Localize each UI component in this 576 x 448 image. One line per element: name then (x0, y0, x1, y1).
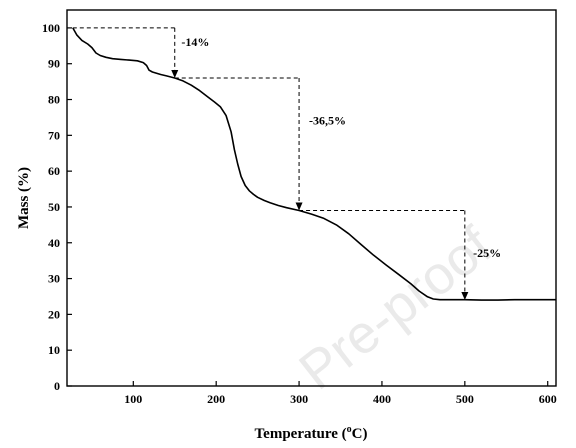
x-tick-label: 300 (290, 392, 308, 406)
y-tick-label: 90 (48, 57, 60, 71)
y-tick-label: 20 (48, 307, 60, 321)
x-tick-label: 200 (207, 392, 225, 406)
step-percentage-label: -14% (181, 35, 209, 49)
y-tick-label: 80 (48, 93, 60, 107)
y-tick-label: 30 (48, 272, 60, 286)
x-axis-title: Temperature (oC) (255, 424, 368, 442)
y-axis-ticks: 0 10 20 30 40 50 60 70 80 90 100 (42, 21, 72, 393)
plot-frame (66, 9, 557, 387)
step-arrowhead (295, 202, 303, 211)
step-percentage-label: -36,5% (309, 114, 346, 128)
y-tick-label: 70 (48, 128, 60, 142)
x-axis-title-end: C) (352, 426, 368, 442)
step-arrowhead (171, 70, 179, 79)
y-tick-label: 50 (48, 200, 60, 214)
x-axis-title-main: Temperature ( (255, 426, 347, 442)
mass-loss-curve (72, 27, 556, 301)
x-axis-ticks: 100 200 300 400 500 600 (124, 381, 557, 406)
y-tick-label: 60 (48, 164, 60, 178)
y-tick-label: 0 (54, 379, 60, 393)
y-tick-label: 40 (48, 236, 60, 250)
x-axis-title-sup: o (347, 424, 352, 435)
x-tick-label: 100 (124, 392, 142, 406)
x-tick-label: 600 (539, 392, 557, 406)
step-arrowhead (461, 292, 469, 301)
y-tick-label: 100 (42, 21, 60, 35)
y-axis-title: Mass (%) (16, 167, 32, 229)
annotation-layer: -14% -36,5% -25% (72, 27, 501, 301)
watermark-text: Pre-proof (288, 215, 503, 401)
step-percentage-label: -25% (473, 246, 501, 260)
series-layer (72, 27, 556, 301)
x-tick-label: 500 (456, 392, 474, 406)
x-tick-label: 400 (373, 392, 391, 406)
y-tick-label: 10 (48, 343, 60, 357)
